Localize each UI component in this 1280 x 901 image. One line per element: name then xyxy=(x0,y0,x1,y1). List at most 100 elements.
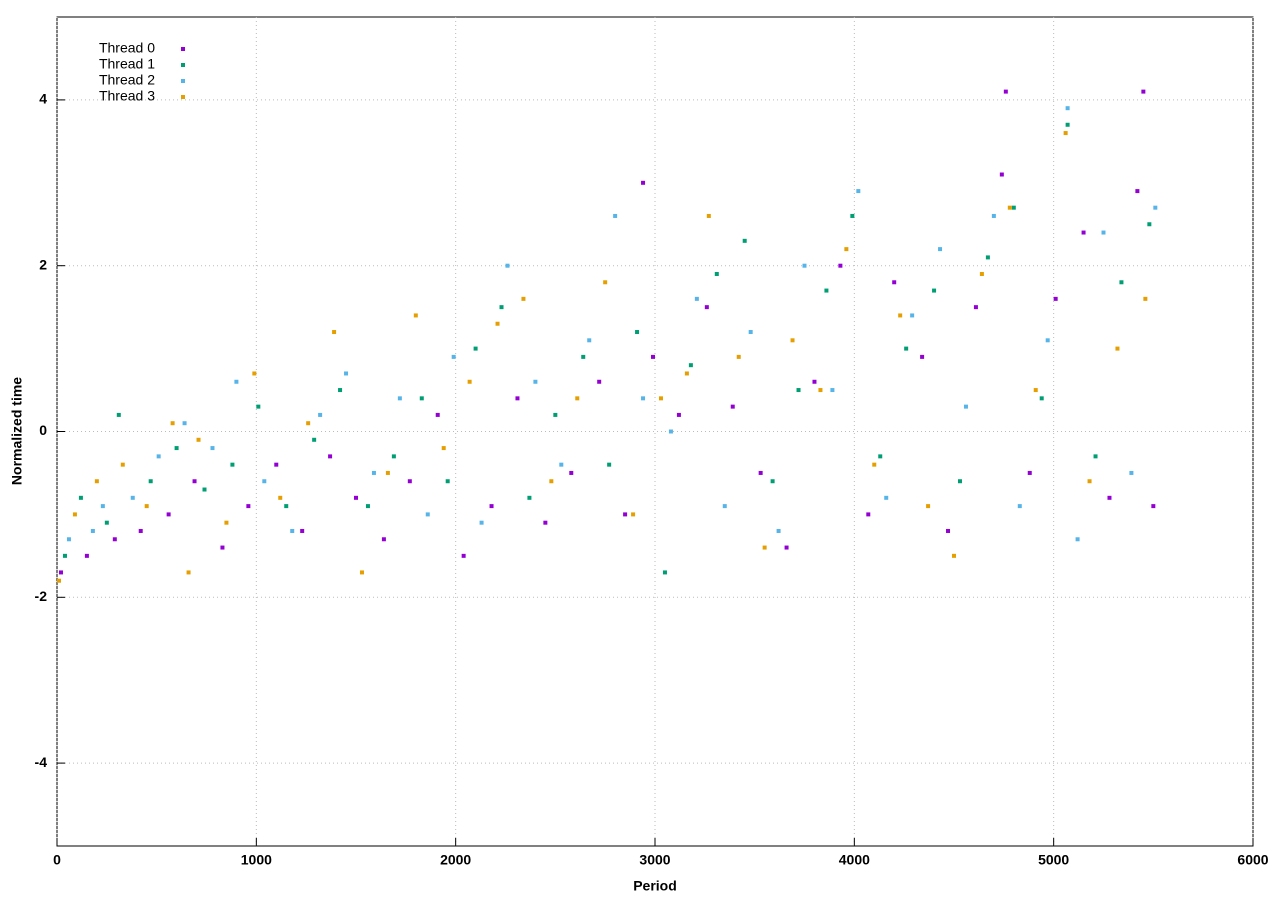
point xyxy=(328,454,333,459)
point xyxy=(898,313,903,318)
x-tick-label: 6000 xyxy=(1237,852,1268,868)
point xyxy=(706,213,711,218)
point xyxy=(515,396,520,401)
point xyxy=(174,446,179,451)
point xyxy=(668,429,673,434)
point xyxy=(256,404,261,409)
point xyxy=(202,487,207,492)
point xyxy=(467,379,472,384)
point xyxy=(1129,470,1134,475)
point xyxy=(688,363,693,368)
point xyxy=(910,313,915,318)
x-tick-label: 4000 xyxy=(839,852,870,868)
point xyxy=(684,371,689,376)
point xyxy=(641,396,646,401)
point xyxy=(1075,537,1080,542)
point xyxy=(1093,454,1098,459)
point xyxy=(999,172,1004,177)
point xyxy=(694,296,699,301)
point xyxy=(385,470,390,475)
point xyxy=(1027,470,1032,475)
point xyxy=(78,495,83,500)
point xyxy=(252,371,257,376)
point xyxy=(878,454,883,459)
point xyxy=(381,537,386,542)
point xyxy=(569,470,574,475)
point xyxy=(613,213,618,218)
point xyxy=(770,479,775,484)
point xyxy=(224,520,229,525)
point xyxy=(62,553,67,558)
point xyxy=(1119,280,1124,285)
point xyxy=(543,520,548,525)
point xyxy=(186,570,191,575)
point xyxy=(284,504,289,509)
point xyxy=(1017,504,1022,509)
point xyxy=(371,470,376,475)
point xyxy=(479,520,484,525)
point xyxy=(1053,296,1058,301)
legend-label: Thread 3 xyxy=(99,88,155,104)
y-tick-label: 4 xyxy=(39,91,47,107)
point xyxy=(587,338,592,343)
point xyxy=(274,462,279,467)
point xyxy=(758,470,763,475)
point xyxy=(926,504,931,509)
point xyxy=(332,330,337,335)
point xyxy=(56,578,61,583)
point xyxy=(641,180,646,185)
y-tick-label: -4 xyxy=(35,754,48,770)
point xyxy=(1065,122,1070,127)
point xyxy=(1003,89,1008,94)
point xyxy=(391,454,396,459)
point xyxy=(884,495,889,500)
point xyxy=(838,263,843,268)
point xyxy=(575,396,580,401)
point xyxy=(138,528,143,533)
point xyxy=(631,512,636,517)
point xyxy=(148,479,153,484)
point xyxy=(1107,495,1112,500)
point xyxy=(196,437,201,442)
point xyxy=(730,404,735,409)
point xyxy=(312,437,317,442)
point xyxy=(58,570,63,575)
point xyxy=(338,388,343,393)
point xyxy=(1141,89,1146,94)
point xyxy=(676,412,681,417)
legend-marker xyxy=(181,79,185,83)
point xyxy=(192,479,197,484)
point xyxy=(527,495,532,500)
point xyxy=(776,528,781,533)
point xyxy=(234,379,239,384)
point xyxy=(658,396,663,401)
point xyxy=(850,213,855,218)
point xyxy=(144,504,149,509)
point xyxy=(549,479,554,484)
point xyxy=(166,512,171,517)
point xyxy=(290,528,295,533)
point xyxy=(603,280,608,285)
point xyxy=(182,421,187,426)
point xyxy=(607,462,612,467)
legend-label: Thread 0 xyxy=(99,40,155,56)
point xyxy=(84,553,89,558)
point xyxy=(1147,222,1152,227)
point xyxy=(872,462,877,467)
point xyxy=(553,412,558,417)
point xyxy=(365,504,370,509)
point xyxy=(278,495,283,500)
y-axis-label: Normalized time xyxy=(9,377,25,485)
point xyxy=(790,338,795,343)
point xyxy=(445,479,450,484)
point xyxy=(1045,338,1050,343)
point xyxy=(635,330,640,335)
x-tick-label: 5000 xyxy=(1038,852,1069,868)
point xyxy=(818,388,823,393)
y-tick-label: 0 xyxy=(39,422,47,438)
point xyxy=(210,446,215,451)
point xyxy=(473,346,478,351)
point xyxy=(762,545,767,550)
point xyxy=(985,255,990,260)
